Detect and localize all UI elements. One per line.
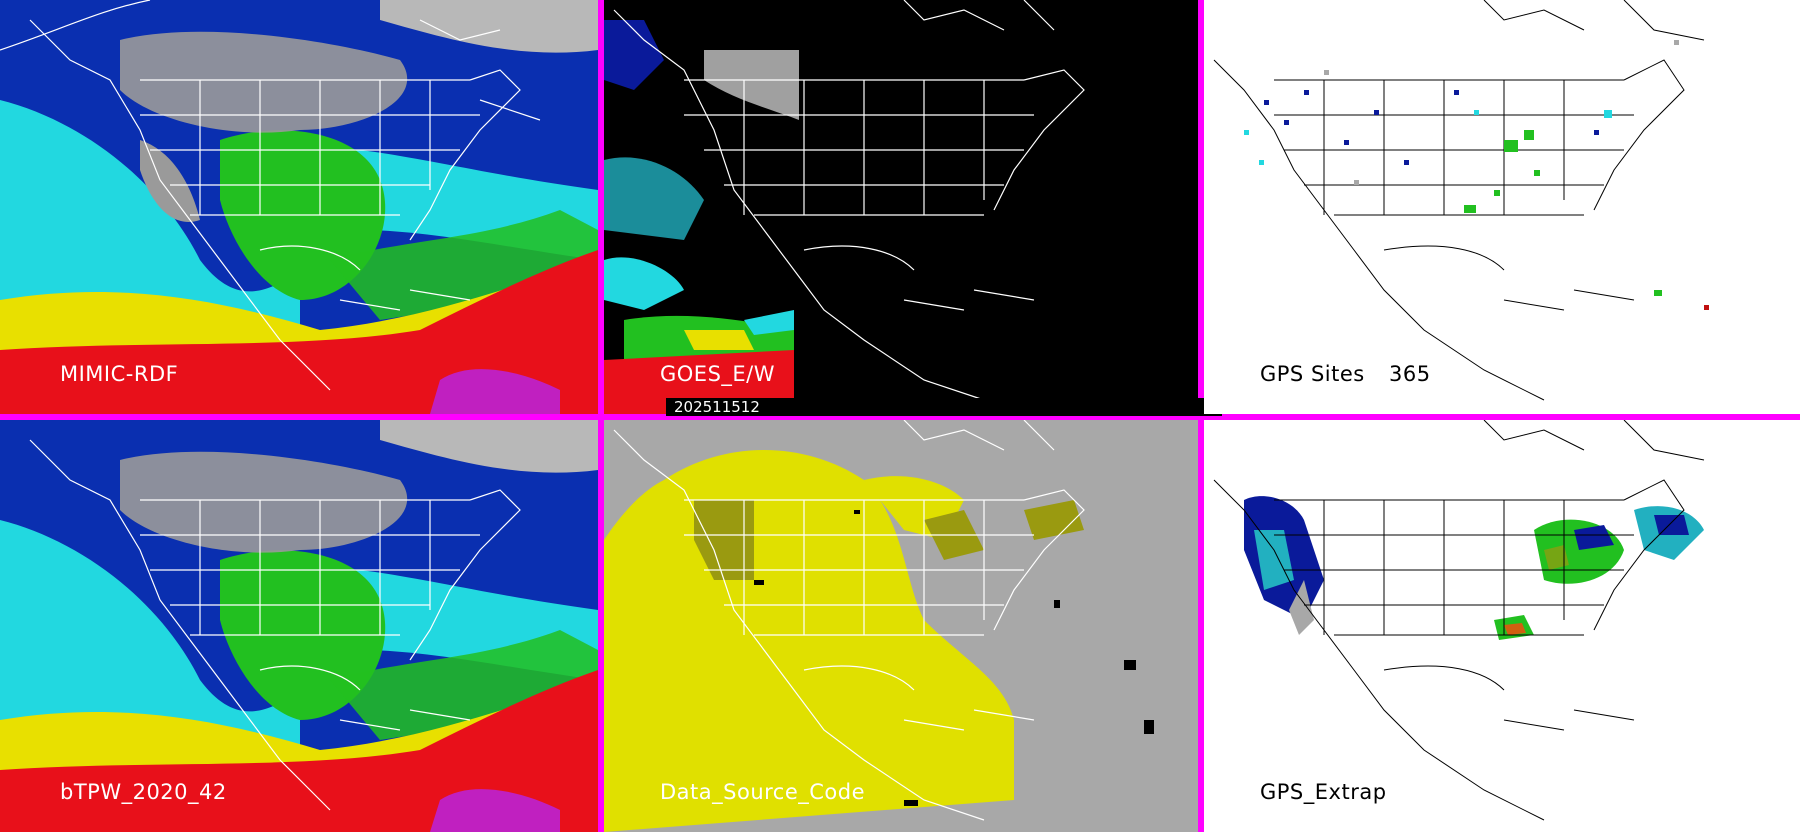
mimic-rdf-map-image (0, 0, 598, 414)
panel-label: bTPW_2020_42 (60, 780, 227, 804)
btpw-map-panel: bTPW_2020_42 (0, 420, 598, 832)
gps-sites-map-panel: GPS Sites 365 (1204, 0, 1800, 414)
panel-label: MIMIC-RDF (60, 362, 179, 386)
mimic-rdf-map-panel: MIMIC-RDF (0, 0, 598, 414)
panel-label: GPS_Extrap (1260, 780, 1387, 804)
data-source-map-image (604, 420, 1198, 832)
site-count: 365 (1389, 362, 1431, 386)
gps-extrap-map-image (1204, 420, 1800, 832)
goes-map-image (604, 0, 1198, 414)
timestamp-badge: 202511512 (666, 398, 1222, 416)
goes-map-panel: GOES_E/W (604, 0, 1198, 414)
panel-label: GOES_E/W (660, 362, 776, 386)
panel-label: Data_Source_Code (660, 780, 866, 804)
btpw-map-image (0, 420, 598, 832)
data-source-map-panel: Data_Source_Code (604, 420, 1198, 832)
gps-sites-map-image (1204, 0, 1800, 414)
panel-label: GPS Sites (1260, 362, 1365, 386)
gps-extrap-map-panel: GPS_Extrap (1204, 420, 1800, 832)
